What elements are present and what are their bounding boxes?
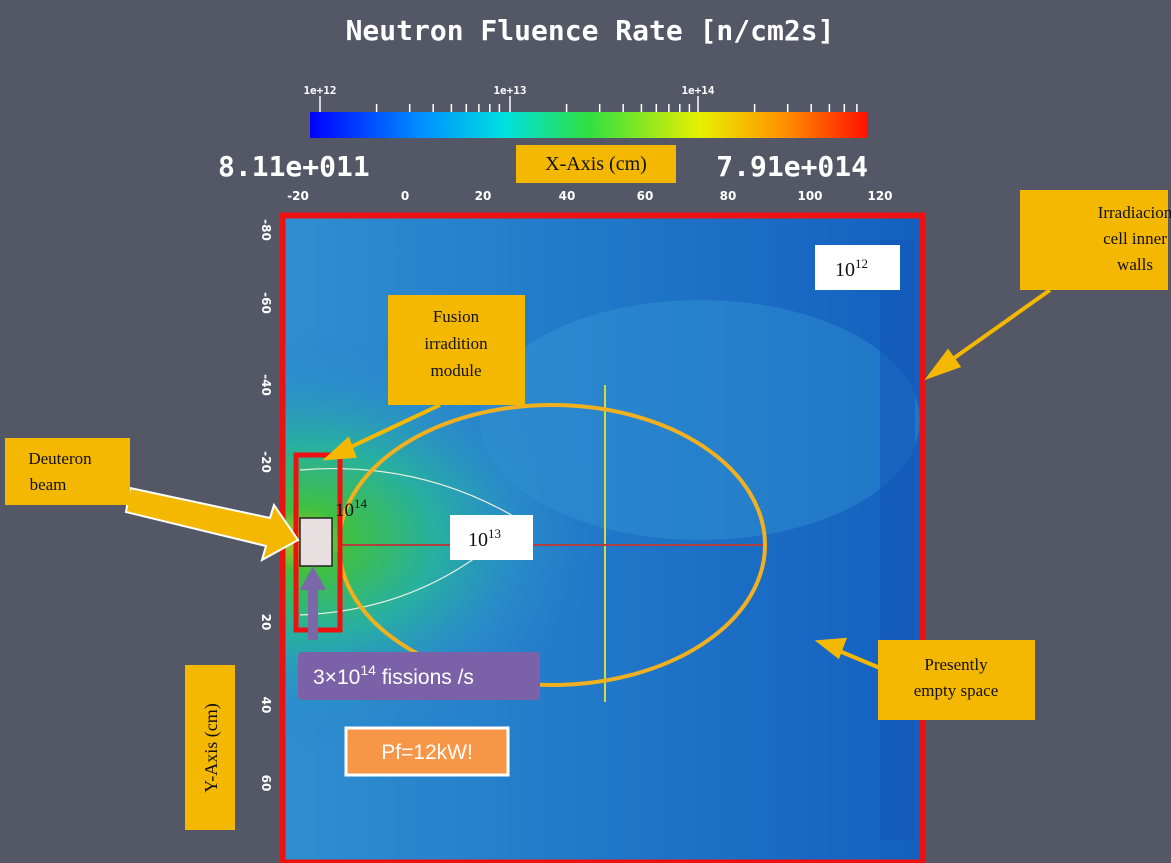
walls-label: Irradiacion cell inner walls (1098, 203, 1171, 274)
colorbar-tick: 1e+12 (303, 84, 336, 97)
rest: fissions /s (376, 666, 474, 689)
walls-box (1020, 190, 1168, 290)
fissions-label: 3×1014 fissions /s (313, 662, 474, 689)
fissions-box (298, 652, 540, 700)
y-tick-label: 20 (259, 614, 273, 631)
base: 10 (468, 529, 488, 551)
exp: 12 (855, 256, 868, 271)
colorbar-tick: 1e+13 (493, 84, 526, 97)
beam-label: Deuteron beam (28, 449, 92, 494)
level-box (450, 515, 533, 560)
y-label-box (185, 665, 235, 830)
base: 10 (835, 259, 855, 281)
arrow (938, 288, 1052, 370)
arrowhead (322, 436, 357, 461)
x-tick-label: 0 (401, 189, 409, 203)
x-tick-label: 120 (867, 189, 892, 203)
power-box (344, 726, 510, 777)
x-tick-label: 60 (637, 189, 654, 203)
line: cell inner (1103, 229, 1167, 248)
y-axis-label: Y-Axis (cm) (201, 703, 222, 792)
line: Fusion (433, 307, 480, 326)
level-high: 1014 (335, 496, 368, 521)
line: Irradiacion (1098, 203, 1171, 222)
y-tick-label: -80 (259, 219, 273, 241)
y-tick-label: -60 (259, 292, 273, 314)
target (299, 517, 333, 567)
colorbar-max: 7.91e+014 (716, 150, 868, 183)
line: Presently (924, 655, 988, 674)
y-tick-label: -40 (259, 374, 273, 396)
exp: 14 (360, 662, 376, 678)
level-box (815, 245, 900, 290)
colorbar: 1e+12 1e+13 1e+14 8.11e+011 7.91e+014 (218, 84, 868, 183)
exp: 13 (488, 526, 501, 541)
line: beam (30, 475, 67, 494)
x-tick-label: 20 (475, 189, 492, 203)
line: Deuteron (28, 449, 92, 468)
x-tick-label: -20 (287, 189, 309, 203)
line: walls (1117, 255, 1153, 274)
colorbar-gradient (310, 112, 868, 138)
x-label-box (516, 145, 676, 183)
x-axis-label: X-Axis (cm) (545, 153, 647, 175)
line: irradition (424, 334, 488, 353)
colorbar-min: 8.11e+011 (218, 150, 370, 183)
x-tick-label: 80 (720, 189, 737, 203)
level-low: 1012 (835, 256, 868, 281)
field-edge (880, 240, 915, 840)
base: 10 (335, 500, 354, 521)
arrows (124, 288, 1052, 670)
empty-box (878, 640, 1035, 720)
arrowhead (924, 348, 962, 381)
beam-box (5, 438, 130, 505)
power-label: Pf=12kW! (381, 741, 473, 764)
arrow (339, 403, 441, 454)
x-tick-label: 100 (797, 189, 822, 203)
line: empty space (914, 681, 999, 700)
module-box (388, 295, 525, 405)
purple-arrow (300, 566, 326, 640)
y-tick-label: 40 (259, 697, 273, 714)
y-tick-label: 60 (259, 775, 273, 792)
x-tick-label: 40 (559, 189, 576, 203)
base: 3×10 (313, 666, 360, 689)
exp: 14 (354, 496, 368, 511)
title: Neutron Fluence Rate [n/cm2s] (346, 14, 835, 47)
arrowhead (814, 637, 847, 660)
level-mid: 1013 (468, 526, 501, 551)
beam-arrow (124, 486, 300, 563)
colorbar-tick: 1e+14 (681, 84, 714, 97)
module-label: Fusion irradition module (424, 307, 488, 380)
line: module (431, 361, 482, 380)
y-tick-label: -20 (259, 451, 273, 473)
empty-label: Presently empty space (914, 655, 999, 700)
